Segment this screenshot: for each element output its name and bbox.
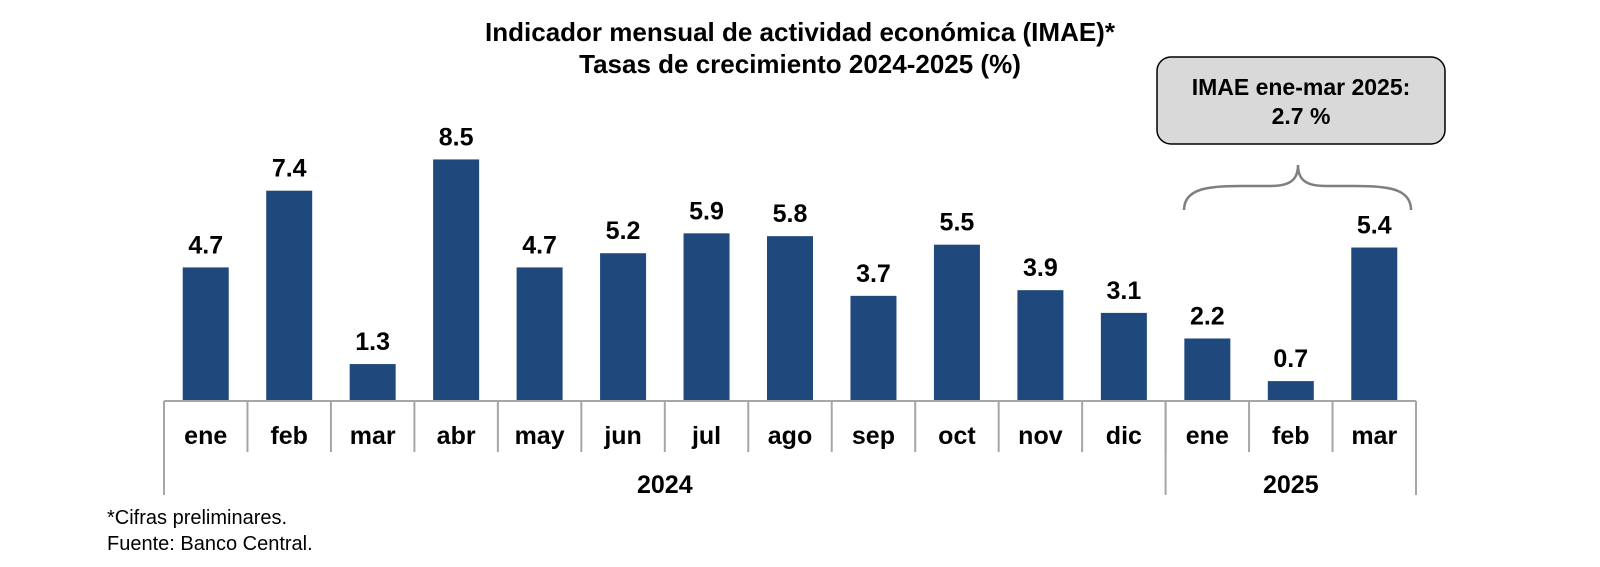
bar-10 [1017, 290, 1064, 401]
bar-14 [1351, 247, 1398, 401]
category-label-13: feb [1272, 422, 1310, 450]
callout: IMAE ene-mar 2025: 2.7 % [1156, 56, 1446, 211]
category-label-0: ene [184, 422, 227, 450]
value-label-0: 4.7 [188, 231, 223, 259]
category-labels-group: ene feb mar abr may jun jul ago sep oct nov dic ene f… [184, 422, 1397, 450]
bars-group [182, 159, 1398, 401]
bar-8 [850, 295, 897, 401]
callout-line2: 2.7 % [1272, 103, 1331, 129]
bar-7 [767, 236, 813, 401]
bar-1 [266, 190, 313, 401]
value-label-1: 7.4 [272, 155, 307, 183]
chart-subtitle: Tasas de crecimiento 2024-2025 (%) [579, 49, 1021, 79]
bar-12 [1184, 338, 1231, 401]
category-label-10: nov [1018, 422, 1063, 450]
category-label-2: mar [350, 422, 396, 450]
source-note: Fuente: Banco Central. [107, 533, 313, 555]
year-label-2024: 2024 [637, 471, 693, 499]
category-label-14: mar [1351, 422, 1397, 450]
category-label-6: jul [691, 422, 721, 450]
category-label-3: abr [437, 422, 476, 450]
value-label-8: 3.7 [856, 260, 891, 288]
category-label-8: sep [852, 422, 895, 450]
value-label-6: 5.9 [689, 197, 724, 225]
bar-13 [1267, 381, 1314, 401]
category-label-5: jun [603, 422, 642, 450]
category-label-7: ago [768, 422, 812, 450]
chart-title: Indicador mensual de actividad económica… [485, 17, 1115, 47]
value-label-10: 3.9 [1023, 254, 1058, 282]
value-label-14: 5.4 [1357, 212, 1392, 240]
value-label-4: 4.7 [522, 231, 557, 259]
category-label-9: oct [938, 422, 976, 450]
bar-11 [1100, 312, 1147, 401]
category-label-4: may [515, 422, 565, 450]
bar-2 [349, 364, 396, 401]
year-label-2025: 2025 [1263, 471, 1319, 499]
chart-title-block: Indicador mensual de actividad económica… [0, 16, 1600, 80]
value-label-7: 5.8 [773, 200, 808, 228]
footnotes: *Cifras preliminares. Fuente: Banco Cent… [107, 505, 313, 557]
bar-6 [683, 233, 730, 401]
bar-3 [433, 159, 480, 401]
value-label-12: 2.2 [1190, 302, 1225, 330]
value-labels-group: 4.7 7.4 1.3 8.5 4.7 5.2 5.9 5.8 3.7 5.5 3.9 3.1 2.2 0… [188, 123, 1391, 373]
value-label-13: 0.7 [1273, 345, 1308, 373]
callout-box [1156, 56, 1446, 145]
category-label-12: ene [1186, 422, 1229, 450]
bar-4 [516, 267, 563, 401]
value-label-5: 5.2 [606, 217, 641, 245]
category-axis [163, 400, 1417, 495]
year-labels-group: 2024 2025 [637, 471, 1319, 499]
callout-brace [1182, 164, 1413, 211]
bar-9 [933, 244, 980, 401]
value-label-9: 5.5 [940, 209, 975, 237]
bar-5 [600, 253, 647, 401]
category-label-1: feb [270, 422, 308, 450]
value-label-3: 8.5 [439, 123, 474, 151]
callout-line1: IMAE ene-mar 2025: [1192, 74, 1411, 100]
preliminary-note: *Cifras preliminares. [107, 507, 288, 529]
bar-0 [182, 267, 229, 401]
value-label-11: 3.1 [1106, 277, 1141, 305]
category-label-11: dic [1106, 422, 1142, 450]
value-label-2: 1.3 [355, 328, 390, 356]
